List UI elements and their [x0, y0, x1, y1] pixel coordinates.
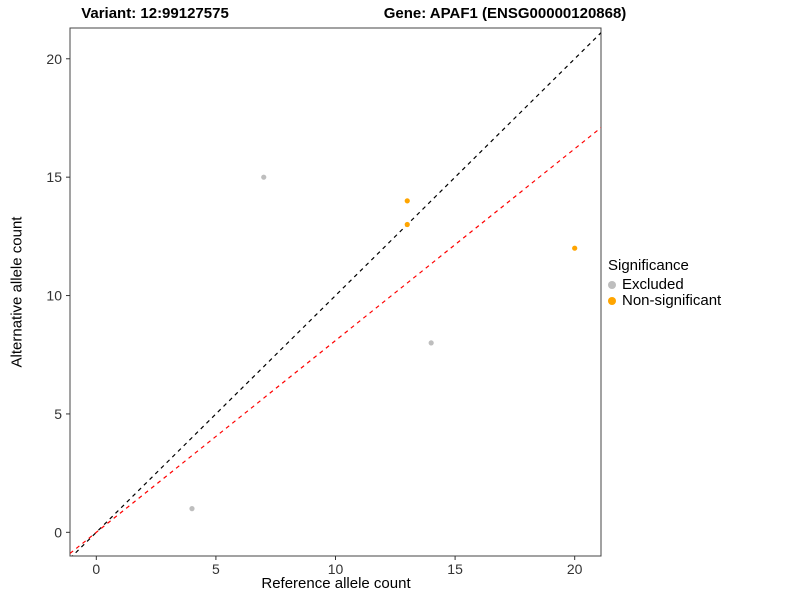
- x-axis-label: Reference allele count: [261, 575, 411, 592]
- x-tick-label: 5: [212, 561, 220, 577]
- plot-title-variant: Variant: 12:99127575: [81, 5, 229, 22]
- y-axis-label: Alternative allele count: [8, 216, 26, 368]
- data-point: [404, 198, 410, 204]
- legend-items: Excluded Non-significant: [608, 277, 721, 309]
- data-point: [572, 245, 578, 251]
- data-point: [404, 221, 410, 228]
- x-tick-label: 20: [567, 561, 583, 577]
- x-tick-label: 15: [447, 561, 463, 577]
- legend-title: Significance: [608, 257, 689, 274]
- x-tick-label: 0: [92, 561, 100, 577]
- y-tick-label: 15: [46, 169, 62, 185]
- data-point: [261, 174, 267, 180]
- legend-item-label: Non-significant: [622, 292, 722, 309]
- legend-item-non-significant: Non-significant: [608, 293, 721, 309]
- data-point: [428, 340, 434, 346]
- legend-item-label: Excluded: [622, 276, 684, 293]
- x-tick-label: 10: [328, 561, 344, 577]
- data-point: [189, 506, 195, 512]
- legend-item-excluded: Excluded: [608, 277, 721, 293]
- panel-border: [69, 27, 602, 557]
- y-tick-label: 10: [46, 288, 62, 304]
- legend-key-dot-icon: [608, 297, 616, 305]
- threshold-line: [70, 127, 601, 554]
- y-tick-label: 20: [46, 51, 62, 67]
- legend-key-dot-icon: [608, 281, 616, 289]
- y-tick-label: 5: [54, 406, 62, 422]
- plot-title-gene: Gene: APAF1 (ENSG00000120868): [383, 5, 627, 22]
- legend: Significance Excluded Non-significant: [608, 257, 721, 309]
- y-tick-label: 0: [54, 524, 62, 540]
